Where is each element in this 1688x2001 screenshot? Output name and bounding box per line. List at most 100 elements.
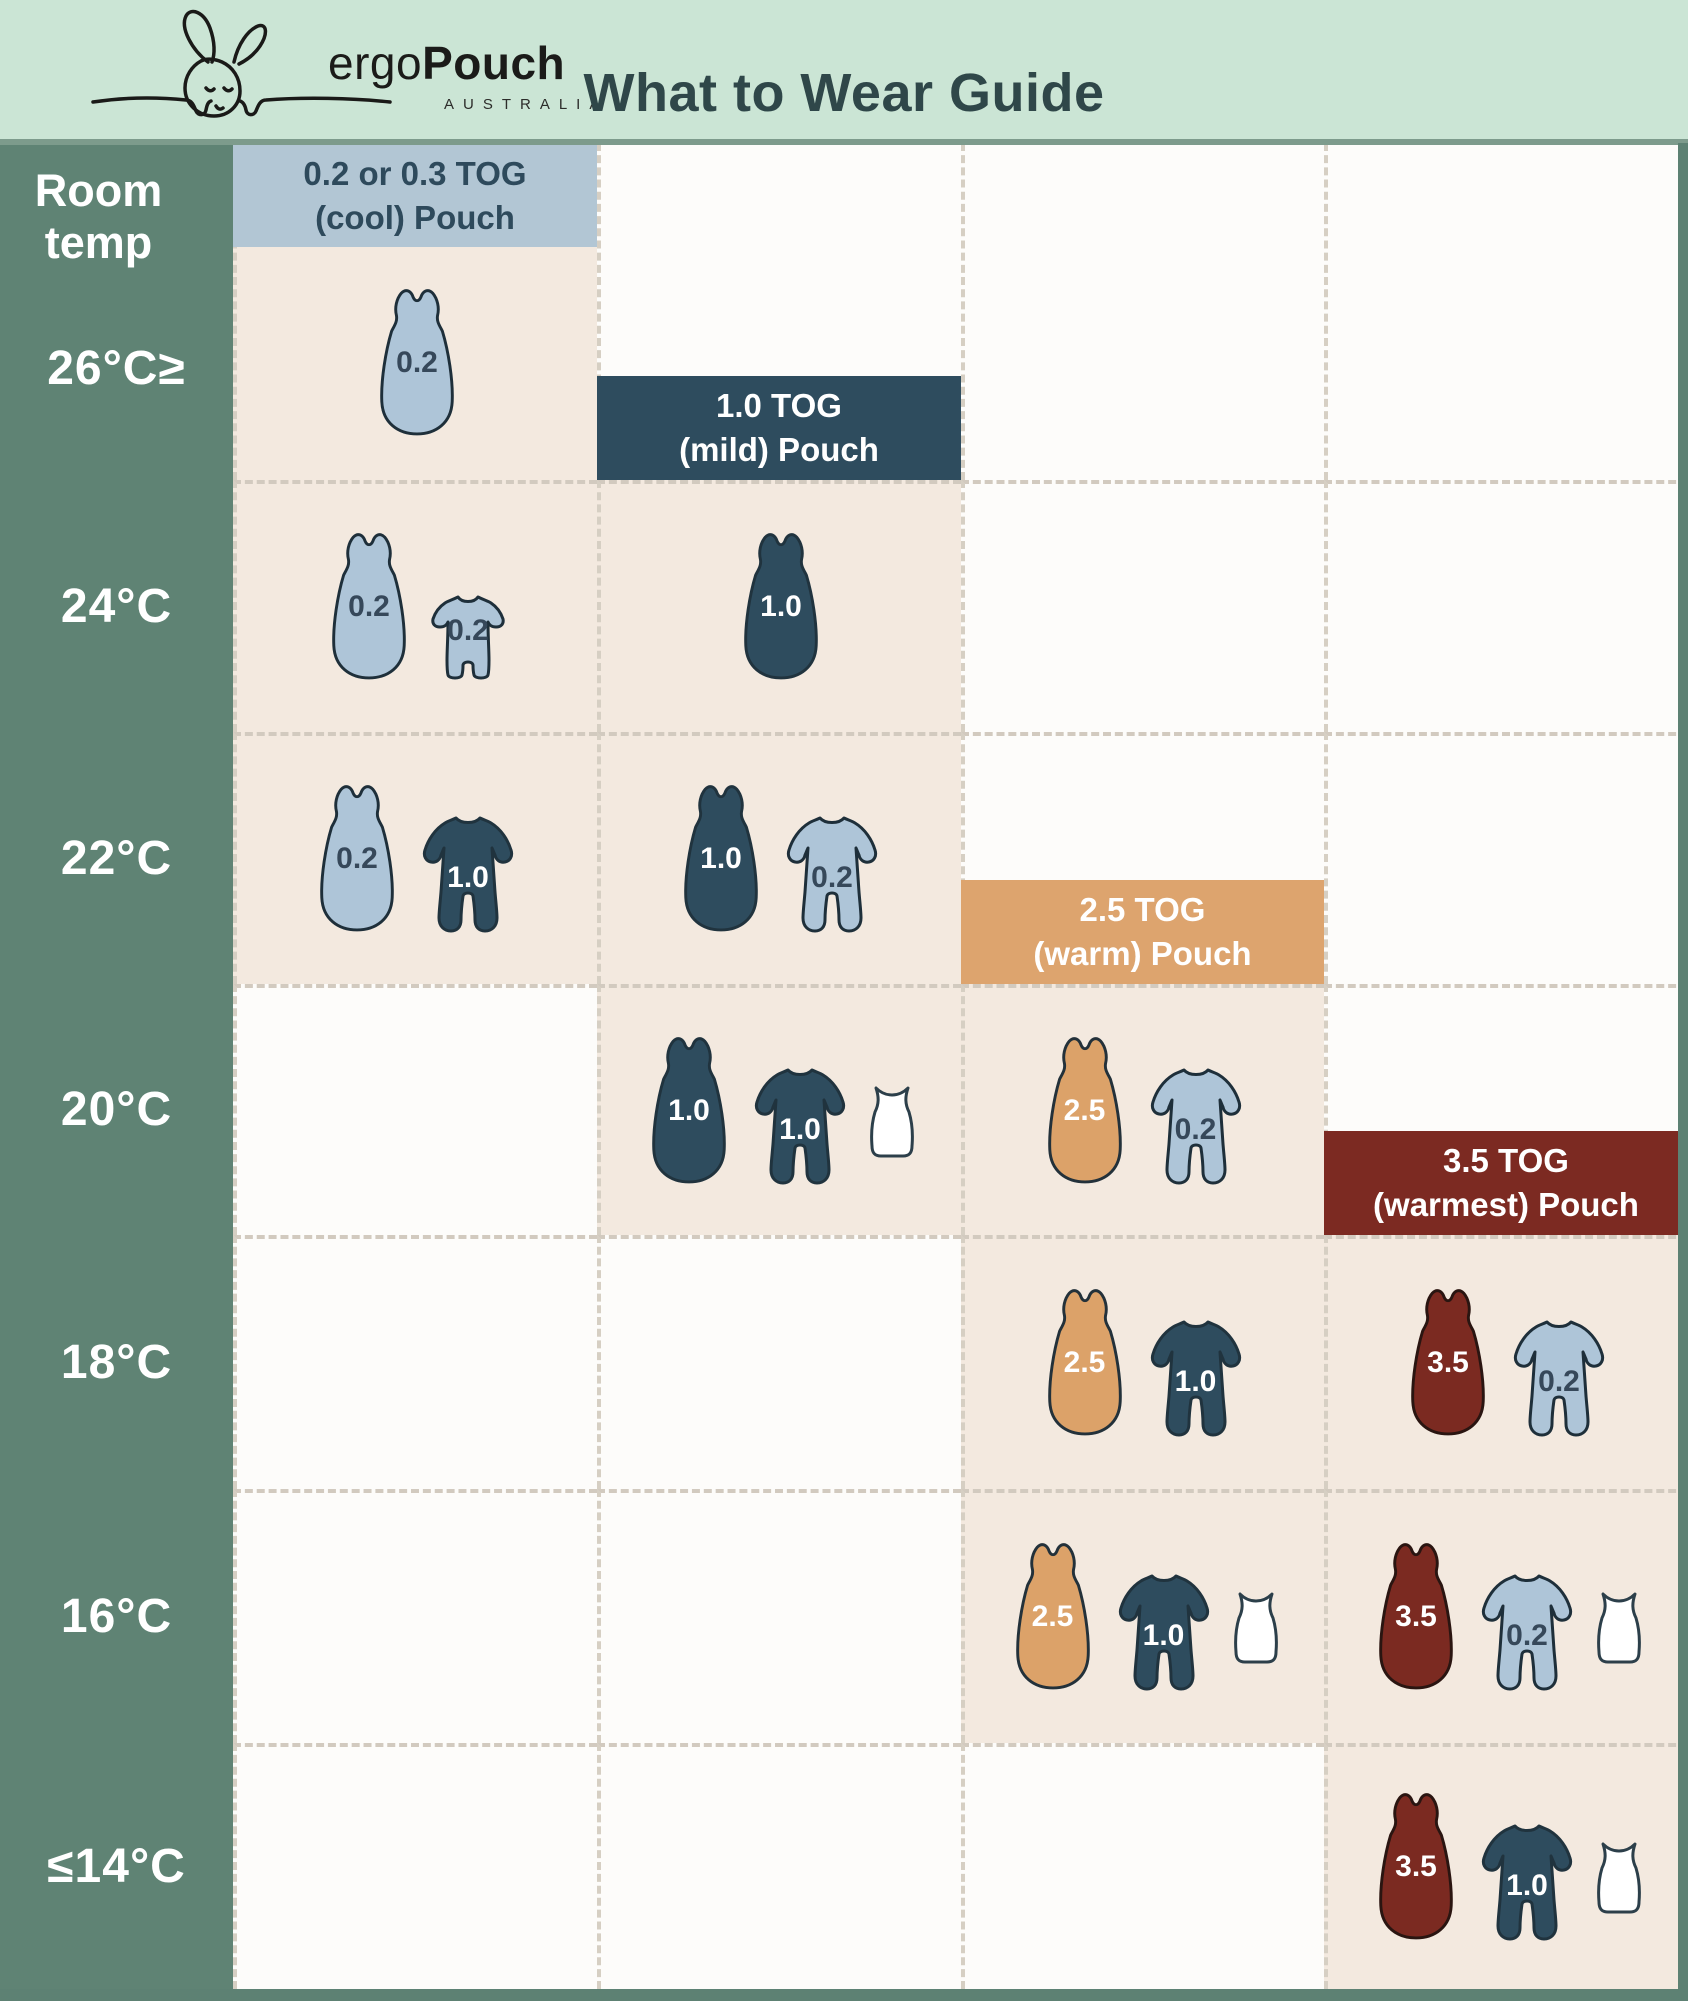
sleeping-pouch-icon: 1.0 [737, 532, 825, 684]
tog-rating: 2.5 [1031, 1600, 1074, 1633]
tog-rating: 3.5 [1427, 1346, 1469, 1379]
tog-rating: 1.0 [779, 1112, 821, 1146]
guide-table: Room temp 26°C≥ 0.2 24°C 0.2 [0, 143, 1688, 1989]
sleeping-pouch-icon: 2.5 [1041, 1036, 1129, 1188]
temp-label-16c: 16°C [60, 1589, 173, 1643]
page-title: What to Wear Guide [583, 63, 1105, 124]
cell-22c-cool: 0.2 1.0 [233, 732, 597, 984]
tog-rating: 0.2 [811, 861, 853, 894]
sleepsuit-icon: 0.2 [1474, 1570, 1580, 1694]
column-header-warm-pouch: 2.5 TOG (warm) Pouch [961, 880, 1324, 984]
room-temp-label: Room temp [34, 165, 163, 268]
cell-18c-cool [233, 1235, 597, 1489]
cell-24c-cool: 0.2 0.2 [233, 480, 597, 732]
sleeping-pouch-icon: 0.2 [325, 532, 413, 684]
brand-name-regular: ergo [328, 37, 423, 89]
table-right-border [1678, 143, 1688, 2001]
tog-rating: 0.2 [1174, 1112, 1217, 1146]
cell-16c-warmest: 3.5 0.2 [1324, 1489, 1688, 1743]
sleepsuit-icon: 1.0 [1111, 1570, 1217, 1694]
sleeping-pouch-icon: 1.0 [645, 1036, 733, 1188]
sleepsuit-icon: 0.2 [1143, 1064, 1249, 1188]
row-header-16c: 16°C [0, 1489, 233, 1743]
sleeping-pouch-icon: 3.5 [1372, 1792, 1460, 1944]
tog-rating: 0.2 [1538, 1365, 1580, 1398]
tog-rating: 1.0 [668, 1093, 710, 1127]
row-header-22c: 22°C [0, 732, 233, 984]
row-header-14c: ≤14°C [0, 1743, 233, 1989]
cell-22c-mild: 1.0 0.2 [597, 732, 961, 984]
tog-rating: 3.5 [1395, 1600, 1437, 1633]
table-top-border [0, 139, 1688, 145]
sleepsuit-icon: 1.0 [747, 1064, 853, 1188]
tog-rating: 3.5 [1395, 1850, 1437, 1883]
sleepsuit-icon: 1.0 [415, 812, 521, 936]
cell-26c-warmest [1324, 143, 1688, 480]
tog-rating: 0.2 [447, 614, 489, 647]
cell-14c-mild [597, 1743, 961, 1989]
sleepsuit-icon: 1.0 [1143, 1316, 1249, 1440]
tog-rating: 1.0 [760, 590, 802, 623]
cell-24c-mild: 1.0 [597, 480, 961, 732]
temp-label-20c: 20°C [60, 1083, 173, 1136]
ergopouch-kangaroo-logo-icon [91, 9, 392, 118]
sleeping-pouch-icon: 3.5 [1404, 1288, 1492, 1440]
temp-label-18c: 18°C [60, 1335, 173, 1389]
tog-rating: 1.0 [1174, 1365, 1217, 1398]
row-header-20c: 20°C [0, 984, 233, 1235]
romper-icon: 0.2 [427, 592, 509, 684]
page-header: ergoPouch AUSTRALIA What to Wear Guide [0, 0, 1688, 143]
temp-label-22c: 22°C [60, 831, 173, 885]
cell-16c-cool [233, 1489, 597, 1743]
tog-rating: 1.0 [700, 842, 742, 875]
cell-14c-warmest: 3.5 1.0 [1324, 1743, 1688, 1989]
cell-20c-warm: 2.5 0.2 [961, 984, 1324, 1235]
sleeping-pouch-icon: 0.2 [313, 784, 401, 936]
cell-26c-warm [961, 143, 1324, 480]
sleeping-pouch-icon: 3.5 [1372, 1542, 1460, 1694]
column-header-warmest-pouch: 3.5 TOG (warmest) Pouch [1324, 1131, 1688, 1235]
sleeping-pouch-icon: 1.0 [677, 784, 765, 936]
cell-14c-warm [961, 1743, 1324, 1989]
tog-rating: 0.2 [348, 590, 390, 623]
cell-14c-cool [233, 1743, 597, 1989]
sleeping-pouch-icon: 2.5 [1041, 1288, 1129, 1440]
singlet-icon [1594, 1840, 1644, 1918]
sleepsuit-icon: 0.2 [779, 812, 885, 936]
column-header-mild-pouch: 1.0 TOG (mild) Pouch [597, 376, 961, 480]
tog-rating: 1.0 [1506, 1869, 1548, 1902]
cell-20c-mild: 1.0 1.0 [597, 984, 961, 1235]
sleeping-pouch-icon: 0.2 [373, 288, 461, 440]
sleepsuit-icon: 0.2 [1506, 1316, 1612, 1440]
cell-18c-mild [597, 1235, 961, 1489]
cell-16c-mild [597, 1489, 961, 1743]
cell-20c-cool [233, 984, 597, 1235]
temp-label-24c: 24°C [60, 579, 173, 633]
temp-label-14c: ≤14°C [47, 1839, 186, 1893]
temp-label-26c: 26°C≥ [47, 342, 186, 395]
column-header-cool-pouch: 0.2 or 0.3 TOG (cool) Pouch [233, 145, 597, 247]
tog-rating: 2.5 [1063, 1346, 1106, 1379]
brand-subtitle: AUSTRALIA [444, 96, 609, 113]
cell-18c-warmest: 3.5 0.2 [1324, 1235, 1688, 1489]
tog-rating: 0.2 [336, 842, 378, 875]
row-header-18c: 18°C [0, 1235, 233, 1489]
tog-rating: 0.2 [1506, 1619, 1548, 1652]
sleepsuit-icon: 1.0 [1474, 1820, 1580, 1944]
tog-rating: 0.2 [396, 345, 438, 379]
brand-name-bold: Pouch [422, 37, 566, 89]
cell-22c-warmest [1324, 732, 1688, 984]
sleeping-pouch-icon: 2.5 [1009, 1542, 1097, 1694]
tog-rating: 1.0 [1142, 1619, 1185, 1652]
tog-rating: 1.0 [447, 861, 489, 894]
singlet-icon [1594, 1590, 1644, 1668]
cell-24c-warmest [1324, 480, 1688, 732]
row-header-26c: Room temp 26°C≥ [0, 143, 233, 480]
row-header-24c: 24°C [0, 480, 233, 732]
brand-wordmark: ergoPouch AUSTRALIA [328, 36, 608, 113]
cell-16c-warm: 2.5 1.0 [961, 1489, 1324, 1743]
tog-rating: 2.5 [1063, 1093, 1106, 1127]
singlet-icon [867, 1084, 917, 1162]
cell-18c-warm: 2.5 1.0 [961, 1235, 1324, 1489]
